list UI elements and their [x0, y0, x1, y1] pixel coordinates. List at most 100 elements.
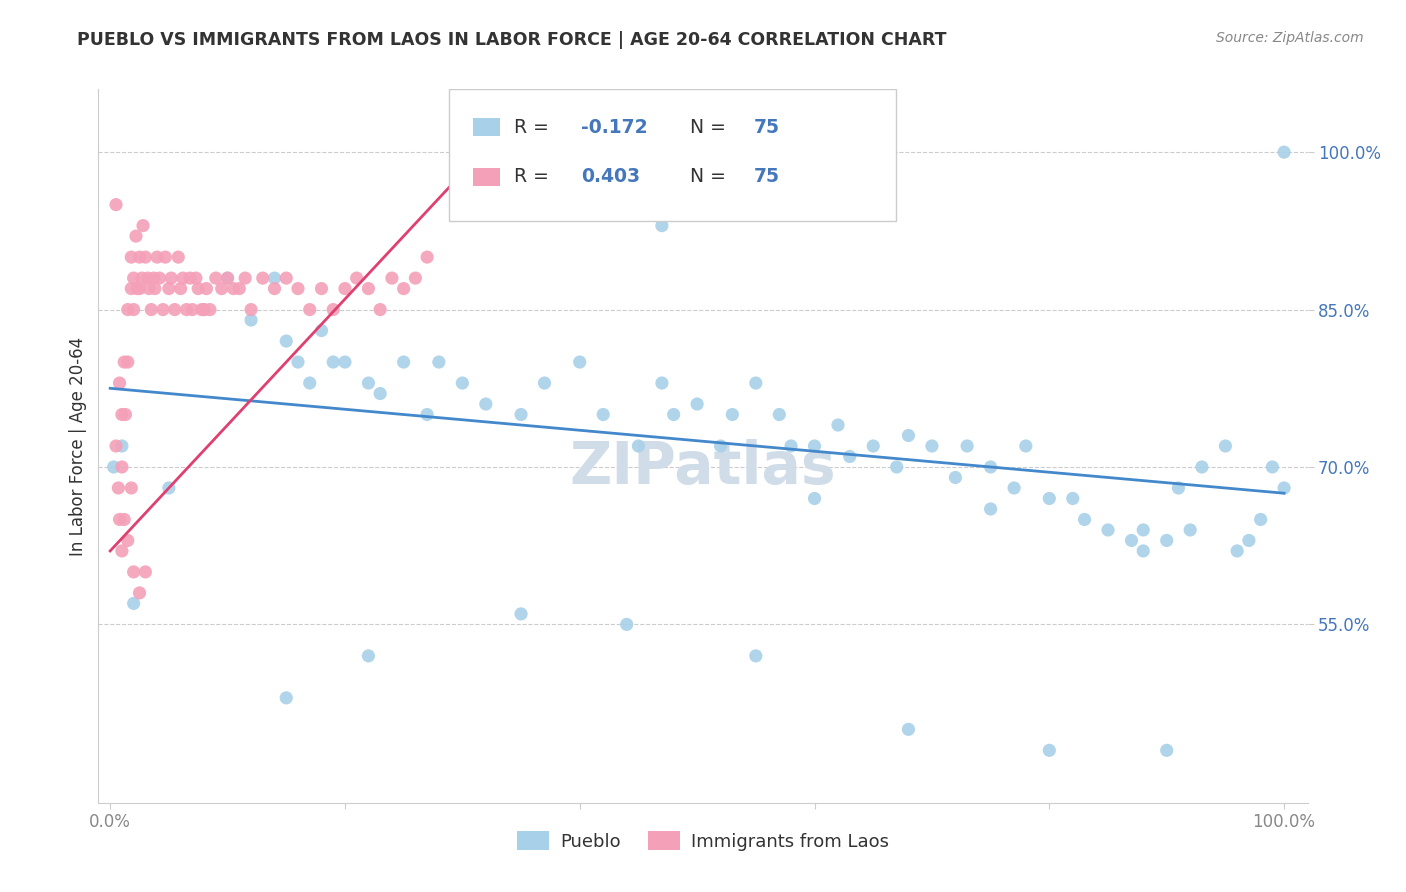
- Point: [311, 324, 333, 338]
- Point: [198, 302, 221, 317]
- Point: [143, 282, 166, 296]
- Point: [233, 271, 256, 285]
- Point: [222, 282, 245, 296]
- Point: [108, 512, 131, 526]
- Point: [745, 648, 768, 663]
- Point: [108, 376, 131, 390]
- Point: [263, 271, 285, 285]
- Point: [117, 355, 139, 369]
- Point: [298, 376, 321, 390]
- Text: N =: N =: [690, 168, 731, 186]
- Point: [510, 607, 533, 621]
- Point: [193, 302, 215, 317]
- Point: [190, 302, 212, 317]
- Point: [838, 450, 860, 464]
- Point: [132, 219, 155, 233]
- Point: [592, 408, 614, 422]
- Point: [980, 460, 1002, 475]
- Point: [416, 250, 439, 264]
- Point: [651, 219, 673, 233]
- Point: [120, 481, 142, 495]
- Point: [155, 250, 177, 264]
- Point: [169, 282, 191, 296]
- Point: [1132, 544, 1154, 558]
- Text: 75: 75: [754, 168, 780, 186]
- Point: [163, 302, 186, 317]
- Point: [1156, 743, 1178, 757]
- Point: [686, 397, 709, 411]
- Point: [167, 250, 190, 264]
- Point: [217, 271, 239, 285]
- Point: [768, 408, 790, 422]
- Point: [117, 302, 139, 317]
- Point: [146, 250, 169, 264]
- Point: [357, 648, 380, 663]
- Point: [157, 481, 180, 495]
- Point: [404, 271, 426, 285]
- Point: [897, 428, 920, 442]
- Point: [181, 302, 204, 317]
- Point: [160, 271, 183, 285]
- Point: [510, 408, 533, 422]
- Point: [568, 355, 591, 369]
- Point: [392, 355, 415, 369]
- Point: [780, 439, 803, 453]
- Point: [152, 302, 174, 317]
- Point: [662, 408, 685, 422]
- Point: [1015, 439, 1038, 453]
- Point: [195, 282, 218, 296]
- FancyBboxPatch shape: [449, 89, 897, 221]
- Point: [112, 355, 135, 369]
- Point: [122, 596, 145, 610]
- Point: [240, 302, 263, 317]
- Point: [945, 470, 967, 484]
- Point: [142, 271, 165, 285]
- Point: [827, 417, 849, 432]
- Point: [886, 460, 908, 475]
- Point: [131, 271, 153, 285]
- Point: [1261, 460, 1284, 475]
- Point: [122, 302, 145, 317]
- Point: [416, 408, 439, 422]
- Point: [1062, 491, 1084, 506]
- Point: [357, 376, 380, 390]
- Point: [157, 282, 180, 296]
- Point: [187, 282, 209, 296]
- Point: [357, 282, 380, 296]
- Point: [980, 502, 1002, 516]
- Text: R =: R =: [515, 118, 555, 136]
- Point: [134, 250, 156, 264]
- FancyBboxPatch shape: [474, 118, 501, 136]
- Point: [1272, 481, 1295, 495]
- Point: [1191, 460, 1213, 475]
- Point: [1215, 439, 1237, 453]
- Point: [616, 617, 638, 632]
- Point: [1156, 533, 1178, 548]
- Point: [427, 355, 450, 369]
- Point: [346, 271, 368, 285]
- Point: [176, 302, 198, 317]
- Point: [745, 376, 768, 390]
- Point: [112, 512, 135, 526]
- Point: [1073, 512, 1095, 526]
- Point: [710, 439, 733, 453]
- Point: [120, 282, 142, 296]
- Text: R =: R =: [515, 168, 555, 186]
- Point: [111, 460, 134, 475]
- Point: [193, 302, 215, 317]
- Point: [120, 250, 142, 264]
- Point: [179, 271, 201, 285]
- Point: [392, 282, 415, 296]
- Point: [803, 491, 825, 506]
- Point: [287, 355, 309, 369]
- Point: [128, 586, 150, 600]
- Point: [1167, 481, 1189, 495]
- Point: [217, 271, 239, 285]
- Point: [240, 313, 263, 327]
- Point: [475, 397, 498, 411]
- Point: [128, 282, 150, 296]
- Point: [141, 302, 163, 317]
- Point: [533, 376, 555, 390]
- Point: [263, 282, 285, 296]
- Point: [276, 271, 298, 285]
